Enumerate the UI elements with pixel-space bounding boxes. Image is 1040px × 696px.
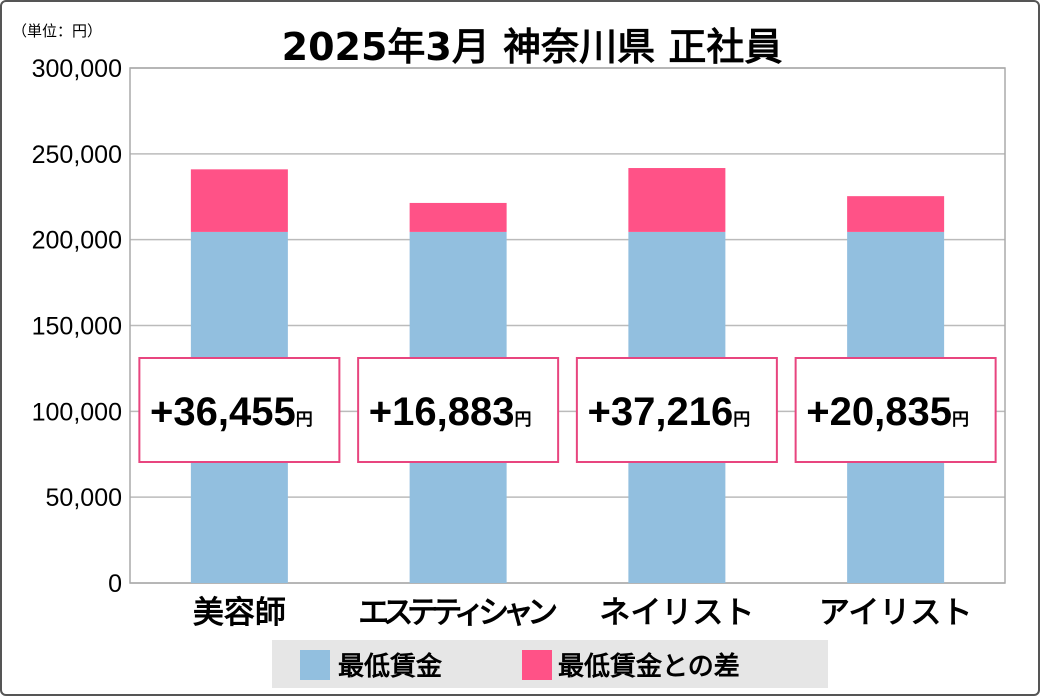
bar-segment <box>409 202 507 232</box>
data-label: +36,455円 <box>150 390 313 434</box>
x-tick-label: ネイリスト <box>599 595 754 631</box>
unit-label: （単位：円） <box>12 22 103 40</box>
plot-area <box>129 67 1006 584</box>
data-label: +37,216円 <box>588 390 751 434</box>
y-tick-label: 100,000 <box>32 398 122 426</box>
legend-swatch <box>300 650 330 680</box>
data-label: +20,835円 <box>806 390 969 434</box>
bar-segment <box>847 196 945 232</box>
y-tick-label: 150,000 <box>32 313 122 341</box>
bar-segment <box>190 169 288 232</box>
bar-segment <box>628 168 726 232</box>
data-label-box <box>575 357 778 463</box>
x-tick-label: 美容師 <box>193 595 286 631</box>
data-label: +16,883円 <box>369 390 532 434</box>
data-label-box <box>794 357 997 463</box>
legend-label: 最低賃金との差 <box>558 651 740 682</box>
y-tick-label: 200,000 <box>32 227 122 255</box>
x-tick-label: エステティシャン <box>358 595 558 631</box>
y-tick-label: 0 <box>108 570 122 598</box>
data-label-box <box>357 357 560 463</box>
y-tick-label: 250,000 <box>32 141 122 169</box>
y-tick-label: 50,000 <box>46 484 122 512</box>
chart-title: 2025年3月 神奈川県 正社員 <box>281 25 783 69</box>
y-tick-label: 300,000 <box>32 55 122 83</box>
x-tick-label: アイリスト <box>819 595 972 631</box>
data-label-box <box>138 357 341 463</box>
legend-label: 最低賃金 <box>338 651 443 682</box>
legend-swatch <box>522 650 552 680</box>
